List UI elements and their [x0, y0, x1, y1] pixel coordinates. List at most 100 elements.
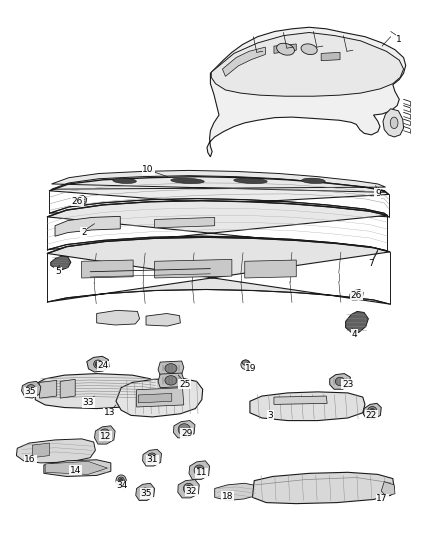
- Ellipse shape: [336, 377, 345, 385]
- Ellipse shape: [147, 453, 157, 463]
- Polygon shape: [250, 392, 365, 421]
- Text: 12: 12: [99, 432, 111, 441]
- Polygon shape: [52, 171, 385, 192]
- Polygon shape: [21, 382, 41, 398]
- Polygon shape: [137, 387, 184, 407]
- Ellipse shape: [367, 407, 377, 416]
- Polygon shape: [189, 461, 209, 480]
- Ellipse shape: [390, 117, 398, 128]
- Ellipse shape: [277, 43, 294, 55]
- Polygon shape: [49, 176, 389, 217]
- Polygon shape: [81, 260, 133, 278]
- Text: 2: 2: [81, 228, 87, 237]
- Ellipse shape: [149, 455, 155, 461]
- Polygon shape: [223, 47, 265, 76]
- Text: 10: 10: [142, 165, 154, 174]
- Polygon shape: [155, 217, 215, 228]
- Text: 33: 33: [82, 398, 94, 407]
- Polygon shape: [173, 421, 195, 438]
- Polygon shape: [215, 483, 258, 500]
- Text: 31: 31: [147, 455, 158, 464]
- Text: 11: 11: [196, 469, 208, 478]
- Text: 4: 4: [351, 330, 357, 339]
- Text: 26: 26: [72, 197, 83, 206]
- Polygon shape: [383, 109, 403, 137]
- Polygon shape: [346, 311, 368, 332]
- Polygon shape: [87, 357, 109, 372]
- Text: 19: 19: [245, 364, 257, 373]
- Polygon shape: [16, 439, 95, 463]
- Polygon shape: [136, 483, 155, 500]
- Polygon shape: [252, 472, 394, 504]
- Polygon shape: [363, 403, 381, 419]
- Ellipse shape: [120, 479, 123, 483]
- Polygon shape: [95, 426, 115, 444]
- Text: 9: 9: [375, 189, 381, 198]
- Polygon shape: [60, 379, 75, 398]
- Polygon shape: [47, 201, 387, 251]
- Polygon shape: [321, 52, 340, 61]
- Ellipse shape: [241, 360, 251, 369]
- Text: 34: 34: [117, 481, 128, 490]
- Polygon shape: [39, 381, 57, 398]
- Ellipse shape: [194, 465, 205, 475]
- Ellipse shape: [116, 475, 126, 487]
- Polygon shape: [381, 482, 395, 496]
- Polygon shape: [178, 480, 199, 498]
- Ellipse shape: [184, 483, 194, 494]
- Ellipse shape: [94, 360, 102, 368]
- Polygon shape: [245, 260, 296, 278]
- Text: 14: 14: [70, 466, 81, 475]
- Text: 22: 22: [366, 411, 377, 420]
- Text: 32: 32: [185, 487, 197, 496]
- Polygon shape: [116, 378, 203, 417]
- Ellipse shape: [141, 488, 149, 496]
- Polygon shape: [155, 260, 232, 278]
- Polygon shape: [211, 33, 403, 96]
- Ellipse shape: [178, 424, 190, 435]
- Text: 1: 1: [396, 35, 402, 44]
- Ellipse shape: [242, 360, 249, 365]
- Ellipse shape: [186, 486, 191, 491]
- Polygon shape: [350, 289, 363, 300]
- Text: 5: 5: [55, 267, 61, 276]
- Polygon shape: [158, 361, 184, 376]
- Ellipse shape: [26, 384, 36, 394]
- Ellipse shape: [302, 178, 325, 183]
- Ellipse shape: [301, 44, 317, 54]
- Text: 35: 35: [25, 387, 36, 397]
- Ellipse shape: [234, 178, 267, 183]
- Text: 25: 25: [179, 379, 191, 389]
- Polygon shape: [45, 462, 107, 474]
- Ellipse shape: [370, 409, 375, 414]
- Ellipse shape: [165, 364, 177, 373]
- Text: 35: 35: [140, 489, 152, 498]
- Polygon shape: [158, 373, 184, 387]
- Text: 16: 16: [25, 455, 36, 464]
- Ellipse shape: [165, 376, 177, 385]
- Polygon shape: [44, 460, 111, 477]
- Polygon shape: [74, 196, 87, 205]
- Text: 7: 7: [368, 260, 374, 269]
- Polygon shape: [274, 44, 296, 53]
- Ellipse shape: [118, 477, 124, 484]
- Polygon shape: [146, 313, 180, 326]
- Polygon shape: [207, 27, 406, 157]
- Polygon shape: [32, 443, 49, 458]
- Text: 18: 18: [222, 492, 233, 501]
- Ellipse shape: [113, 178, 136, 183]
- Polygon shape: [55, 216, 120, 236]
- Text: 3: 3: [268, 411, 273, 420]
- Ellipse shape: [95, 361, 101, 367]
- Polygon shape: [143, 449, 162, 466]
- Ellipse shape: [196, 467, 202, 473]
- Ellipse shape: [99, 429, 110, 440]
- Text: 17: 17: [376, 495, 388, 504]
- Text: 29: 29: [181, 429, 192, 438]
- Text: 13: 13: [104, 408, 115, 417]
- Ellipse shape: [171, 178, 204, 183]
- Text: 26: 26: [351, 290, 362, 300]
- Polygon shape: [138, 393, 172, 403]
- Polygon shape: [35, 374, 158, 409]
- Ellipse shape: [102, 431, 108, 438]
